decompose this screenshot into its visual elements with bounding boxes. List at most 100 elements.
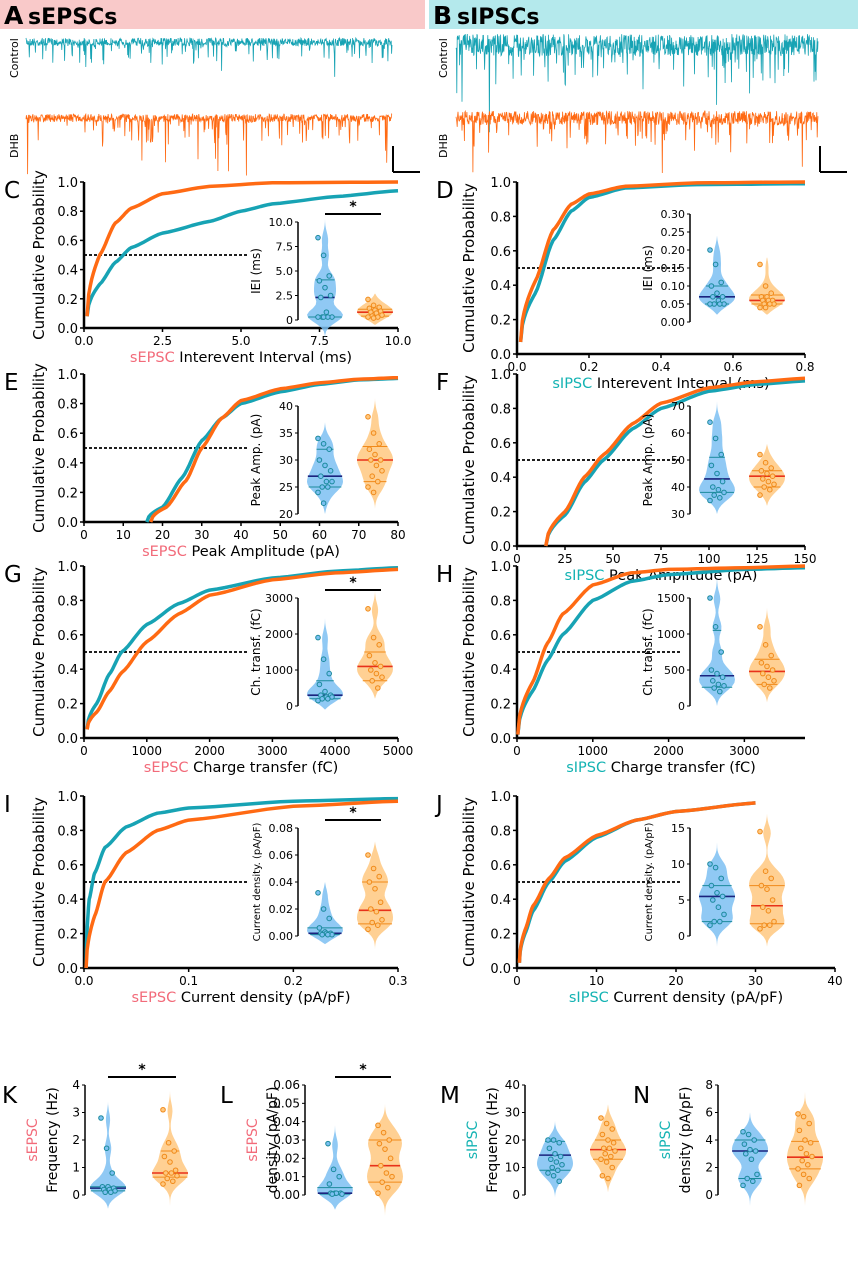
panel-m-control-data-point [550,1137,557,1143]
panel-f-inset-dhb-data-point [762,459,769,466]
panel-k-dhb-data-point [168,1170,175,1176]
panel-n-control-data-point [741,1141,748,1147]
panel-i-inset-y-tick-label: 0.00 [269,930,294,943]
panel-j-x-label-prefix: sIPSC [569,990,609,1006]
panel-d-y-tick-label: 0.6 [490,245,511,260]
panel-l-control-data-point [329,1191,336,1197]
panel-c-inset-control-data-point [320,314,327,320]
panel-g-inset-y-tick-label: 2000 [265,628,293,641]
panel-f-inset-y-tick-label: 30 [671,508,685,521]
panel-e-inset-y-tick-label: 40 [279,400,293,413]
panel-m-control-data-point [559,1161,565,1168]
panel-j-inset-dhb-data-point [757,828,763,835]
panel-l-y-tick-label: 0.02 [273,1152,300,1166]
panel-e-curve-dhb [149,375,399,523]
panel-j-curve-dhb [517,801,756,963]
panel-d-x-tick-label: 0.8 [795,360,814,374]
panel-i-inset-significance-star: * [349,805,357,821]
panel-m-control-data-point [552,1150,558,1157]
panel-f-y-label: Cumulative Probability [460,375,478,545]
panel-g-y-tick-label: 0.0 [57,732,78,747]
panel-d-y-label: Cumulative Probability [460,183,478,353]
panel-j-inset-y-label: Current density. (pA/pF) [644,823,655,942]
panel-f-y-tick-label: 0.2 [490,506,511,521]
trace-label-control-left: Control [8,38,21,78]
panel-i-x-label-prefix: sEPSC [131,990,176,1006]
panel-g-inset-y-tick-label: 3000 [265,592,293,605]
panel-d-inset-control-violin [699,235,735,315]
trace-label-dhb-right: DHB [437,134,450,158]
panel-g-inset-dhb-data-point [365,606,371,612]
panel-g-inset-control-data-point [322,688,328,695]
panel-n-control-data-point [748,1156,755,1163]
panel-h-inset-control-data-point [714,670,720,677]
panel-g-inset-control-data-point [315,634,321,641]
panel-i-inset-control-data-point [316,925,323,931]
panel-c-inset-control-data-point [322,284,328,291]
panel-h-x-tick-label: 0 [513,744,521,758]
panel-e-x-tick-label: 50 [273,528,288,542]
panel-c-inset-y-tick-label: 7.5 [276,240,294,253]
panel-m-dhb-data-point [599,1131,606,1138]
panel-m-control-data-point [548,1156,554,1163]
panel-f-x-tick-label: 0 [513,552,521,566]
panel-n-control-data-point [751,1137,758,1143]
panel-k-dhb-data-point [160,1181,166,1187]
panel-f-inset-dhb-data-point [768,465,775,471]
panel-i-y-tick-label: 0.0 [57,962,78,977]
panel-g-inset-control-data-point [325,696,331,702]
panel-e-y-tick-label: 0.6 [57,427,78,442]
panel-h-inset-y-tick-label: 1500 [657,592,685,605]
panel-f-x-tick-label: 125 [746,552,769,566]
panel-i-inset-dhb-data-point [365,852,371,858]
panel-m-y-tick-label: 20 [505,1133,520,1147]
panel-l-dhb-data-point [375,1122,381,1129]
panel-c-inset-y-label: IEI (ms) [249,248,263,294]
panel-g-inset-dhb-data-point [372,660,378,666]
panel-g-inset-dhb-data-point [369,678,376,684]
panel-h-inset-y-tick-label: 0 [678,700,685,713]
panel-i-y-tick-label: 0.2 [57,928,78,943]
panel-m-control-data-point [546,1145,553,1152]
panel-c-inset-dhb-data-point [365,314,371,320]
panel-l-y-tick-label: 0.01 [273,1170,300,1184]
panel-d-inset-control-data-point [714,290,720,297]
panel-f-letter: F [436,370,449,396]
panel-h-inset-control-data-point [717,688,723,695]
panel-e-inset-control-data-point [315,489,321,496]
panel-i-inset-control-data-point [320,906,327,912]
panel-e-inset-control-data-point [320,500,327,507]
panel-e-x-tick-label: 20 [155,528,170,542]
panel-j-inset-control-data-point [715,904,722,911]
panel-j-y-tick-label: 0.6 [490,859,511,874]
panel-j-inset-dhb-data-point [762,868,769,875]
panel-j-inset-dhb-data-point [771,918,777,925]
trace-sipsc-dhb [455,109,819,174]
panel-m-dhb-data-point [612,1148,618,1154]
panel-e-x-tick-label: 0 [80,528,88,542]
panel-f-inset-dhb-data-point [764,470,770,477]
panel-k-dhb-data-point [161,1153,168,1160]
panel-n-y-tick-label: 6 [705,1106,713,1120]
panel-f-inset-dhb-data-point [761,484,768,490]
panel-f-x-tick-label: 150 [794,552,817,566]
panel-i-inset-control-data-point [325,931,331,938]
panel-f-y-tick-label: 0.6 [490,437,511,452]
panel-j-y-tick-label: 1.0 [490,790,511,805]
panel-f-curve-control [544,379,806,547]
panel-d-x-tick-label: 0.2 [579,360,598,374]
panel-j-letter: J [434,792,443,818]
panel-d-inset-y-tick-label: 0.25 [661,226,686,239]
panel-m-y-label-prefix: sIPSC [465,1121,481,1160]
panel-e-inset-control-data-point [323,478,330,485]
panel-n-dhb-data-point [805,1161,811,1168]
panel-k-dhb-data-point [172,1167,179,1174]
header-left-title: sEPSCs [28,5,117,30]
panel-d-inset-y-tick-label: 0.10 [661,280,686,293]
panel-l-y-tick-label: 0.06 [273,1078,300,1092]
panel-g-inset-control-data-point [316,681,323,688]
panel-n-y-label-prefix: sIPSC [658,1121,674,1160]
panel-k-dhb-data-point [163,1170,169,1176]
panel-n-control-data-point [745,1131,752,1138]
panel-e-y-tick-label: 0.8 [57,398,78,413]
